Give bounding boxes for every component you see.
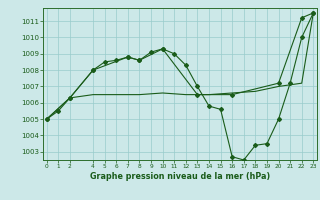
X-axis label: Graphe pression niveau de la mer (hPa): Graphe pression niveau de la mer (hPa) xyxy=(90,172,270,181)
